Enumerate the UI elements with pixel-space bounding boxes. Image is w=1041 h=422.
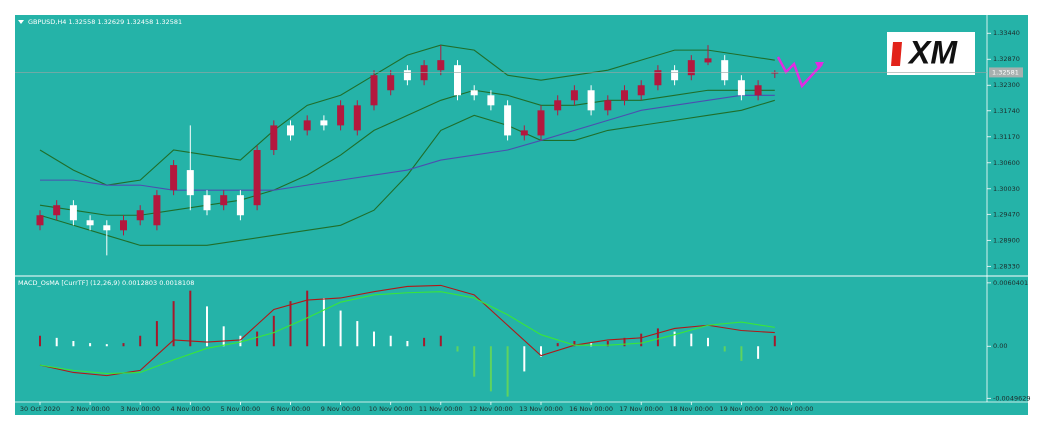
y-tick-label: -0.0049629: [993, 394, 1031, 402]
candle-body: [637, 85, 645, 96]
candle-body: [487, 95, 495, 106]
candle-body: [721, 60, 729, 81]
x-tick-label: 30 Oct 2020: [20, 405, 60, 413]
candle-body: [86, 220, 94, 226]
x-tick-label: 4 Nov 00:00: [170, 405, 210, 413]
y-tick-label: 1.29470: [993, 210, 1020, 218]
y-tick-label: 1.32300: [993, 81, 1020, 89]
y-tick-label: 0.00: [993, 342, 1007, 350]
candle-body: [387, 75, 395, 91]
current-price-box: [989, 67, 1023, 78]
x-tick-label: 18 Nov 00:00: [669, 405, 713, 413]
candle-body: [36, 215, 44, 226]
candle-body: [737, 80, 745, 96]
indicator-title: MACD_OsMA [CurrTF] (12,26,9) 0.0012803 0…: [18, 279, 194, 287]
menu-triangle: [18, 20, 24, 24]
candle-body: [570, 90, 578, 101]
x-tick-label: 6 Nov 00:00: [271, 405, 311, 413]
x-tick-label: 17 Nov 00:00: [619, 405, 663, 413]
candle-body: [353, 105, 361, 131]
candle-body: [153, 195, 161, 226]
background: [15, 15, 1028, 415]
y-tick-label: 0.0060401: [993, 279, 1028, 287]
candle-body: [654, 70, 662, 86]
candle-body: [370, 75, 378, 106]
y-tick-label: 1.33440: [993, 29, 1020, 37]
chart-title: GBPUSD,H4 1.32558 1.32629 1.32458 1.3258…: [28, 18, 182, 26]
x-tick-label: 10 Nov 00:00: [369, 405, 413, 413]
x-tick-label: 20 Nov 00:00: [770, 405, 814, 413]
y-tick-label: 1.28900: [993, 236, 1020, 244]
logo-text: XM: [907, 34, 958, 70]
forecast-arrow: [776, 56, 823, 89]
candle-body: [754, 85, 762, 96]
x-tick-label: 13 Nov 00:00: [519, 405, 563, 413]
y-tick-label: 1.30030: [993, 185, 1020, 193]
candle-body: [120, 220, 127, 231]
candle-body: [253, 150, 261, 206]
candle-body: [687, 60, 695, 76]
candle-body: [587, 90, 595, 111]
indicator-line: [39, 89, 775, 216]
x-tick-label: 5 Nov 00:00: [221, 405, 261, 413]
candle-body: [470, 90, 478, 96]
candle-body: [287, 125, 294, 136]
candle-body: [236, 195, 244, 216]
candle-body: [170, 165, 178, 191]
candle-body: [337, 105, 345, 126]
indicator-line: [39, 284, 775, 377]
y-tick-label: 1.30600: [993, 159, 1020, 167]
x-tick-label: 16 Nov 00:00: [569, 405, 613, 413]
y-tick-label: 1.32870: [993, 55, 1020, 63]
y-tick-label: 1.31170: [993, 133, 1020, 141]
candle-body: [771, 72, 779, 74]
candle-body: [69, 205, 77, 221]
candle-body: [103, 225, 111, 231]
candle-body: [704, 58, 712, 63]
logo-box: [887, 32, 975, 75]
candle-body: [53, 205, 61, 216]
candle-body: [220, 195, 228, 206]
x-tick-label: 19 Nov 00:00: [719, 405, 763, 413]
candle-body: [186, 170, 194, 196]
candle-body: [270, 125, 278, 151]
logo-slash: [891, 42, 902, 66]
candle-body: [604, 100, 612, 111]
x-tick-label: 3 Nov 00:00: [120, 405, 160, 413]
candle-body: [454, 65, 461, 96]
candle-body: [621, 90, 628, 101]
x-tick-label: 11 Nov 00:00: [419, 405, 463, 413]
candle-body: [671, 70, 679, 81]
candle-body: [403, 70, 411, 81]
indicator-line: [40, 94, 775, 191]
x-tick-label: 12 Nov 00:00: [469, 405, 513, 413]
y-tick-label: 1.31740: [993, 107, 1020, 115]
x-tick-label: 9 Nov 00:00: [321, 405, 361, 413]
arrow-head: [815, 62, 824, 70]
current-price-label: 1.32581: [992, 68, 1019, 76]
candle-body: [520, 130, 528, 136]
indicator-line: [39, 44, 775, 186]
indicator-line: [39, 99, 775, 246]
candle-body: [437, 60, 445, 71]
candle-body: [320, 120, 328, 126]
candle-body: [136, 210, 144, 221]
y-tick-label: 1.28330: [993, 262, 1020, 270]
indicator-line: [39, 291, 775, 375]
x-tick-label: 2 Nov 00:00: [70, 405, 110, 413]
candle-body: [537, 110, 545, 136]
candle-body: [203, 195, 211, 211]
candle-body: [303, 120, 311, 131]
candle-body: [554, 100, 562, 111]
candle-body: [504, 105, 512, 136]
